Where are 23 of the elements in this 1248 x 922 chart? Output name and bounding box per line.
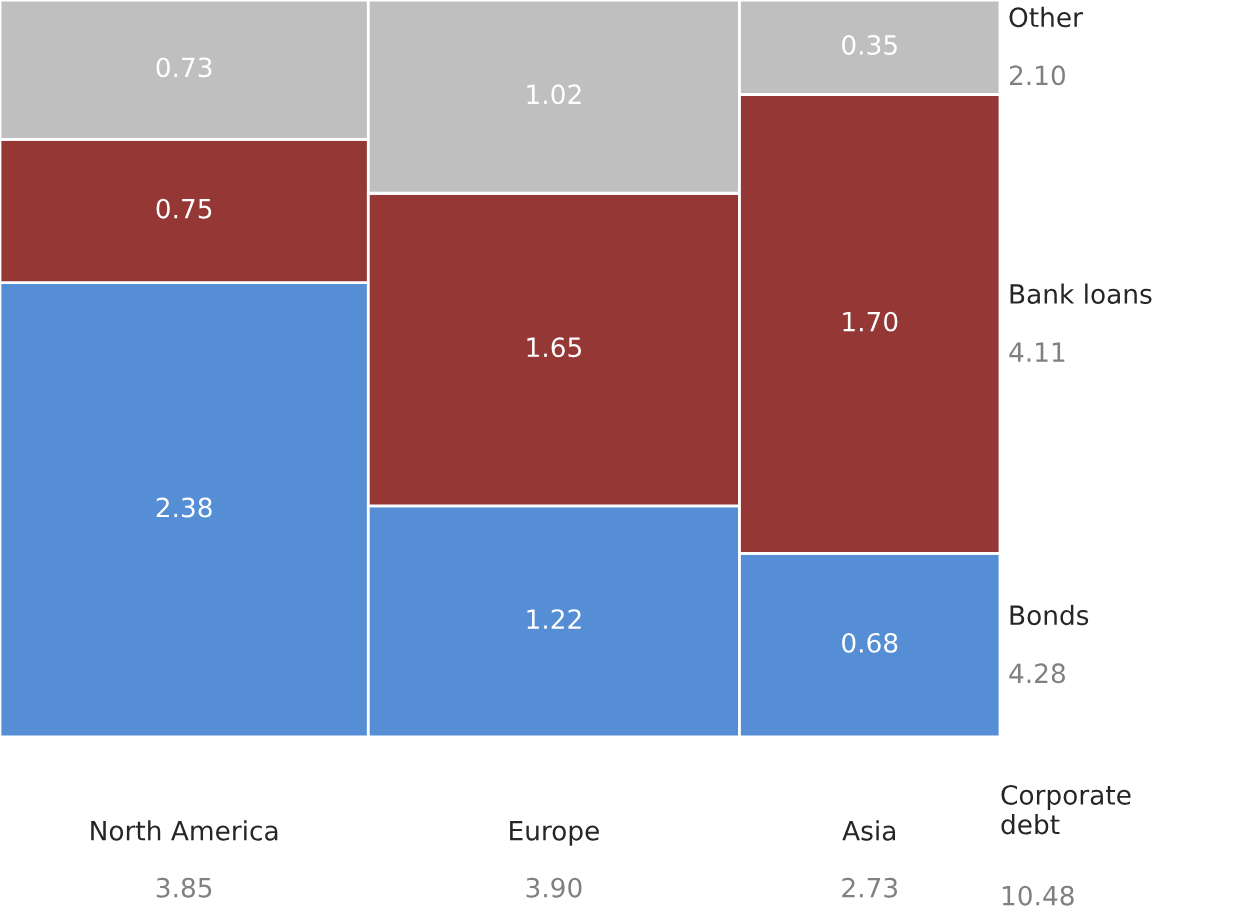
- text: 2.10: [1009, 65, 1065, 86]
- text: 3.85: [156, 877, 212, 898]
- series-label: Bank loans: [1010, 283, 1152, 304]
- text: 4.11: [1009, 342, 1065, 362]
- text: 3.90: [526, 877, 582, 898]
- series-label: Other: [1009, 6, 1083, 28]
- data-label: 0.73: [156, 57, 212, 78]
- text: 2.73: [842, 877, 898, 898]
- data-label: 1.65: [527, 337, 581, 358]
- category-label: Asia: [842, 820, 896, 841]
- data-label: 0.68: [842, 632, 898, 653]
- data-label: 1.02: [527, 84, 581, 105]
- category-label: Europe: [510, 821, 599, 846]
- text: 4.28: [1009, 663, 1065, 684]
- text: 10.48: [1002, 885, 1074, 906]
- series-label: Bonds: [1010, 604, 1089, 626]
- data-label: 2.38: [156, 497, 212, 518]
- data-label: 0.75: [156, 198, 212, 219]
- data-label: 0.35: [842, 34, 897, 55]
- category-label: North America: [91, 820, 278, 841]
- data-label: 1.70: [843, 311, 898, 332]
- data-label: 1.22: [527, 609, 581, 629]
- text: Corporate debt: [1001, 784, 1131, 835]
